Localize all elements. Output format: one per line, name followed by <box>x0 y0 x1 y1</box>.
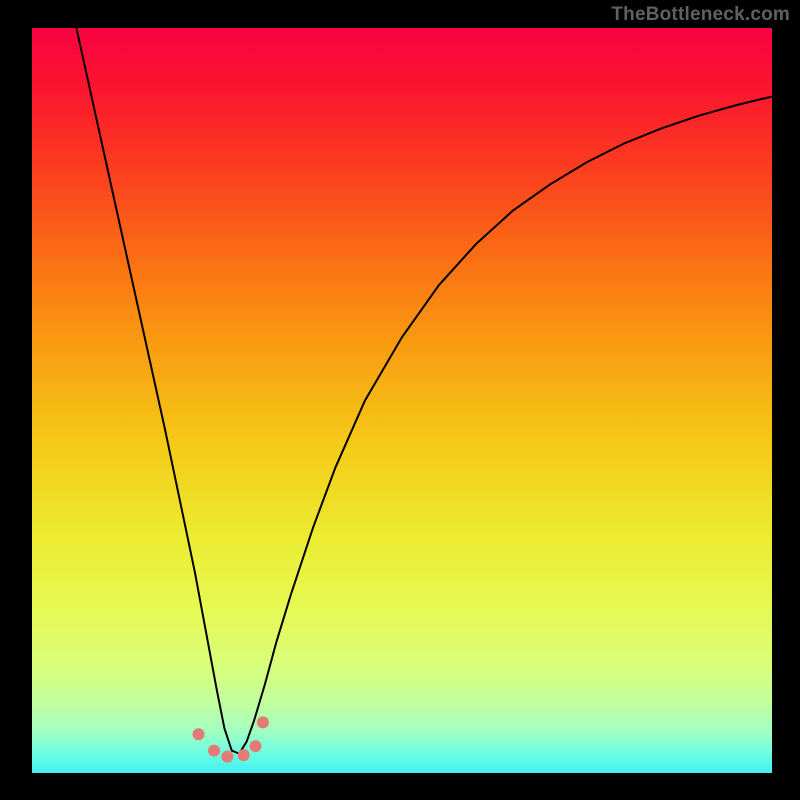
bottleneck-curve-chart <box>32 28 772 773</box>
gradient-background <box>32 28 772 773</box>
curve-marker <box>257 716 269 728</box>
curve-marker <box>238 749 250 761</box>
watermark-text: TheBottleneck.com <box>611 4 790 26</box>
outer-frame: TheBottleneck.com <box>0 0 800 800</box>
curve-marker <box>192 728 204 740</box>
curve-marker <box>249 740 261 752</box>
curve-marker <box>208 745 220 757</box>
curve-marker <box>221 751 233 763</box>
plot-area <box>32 28 772 773</box>
